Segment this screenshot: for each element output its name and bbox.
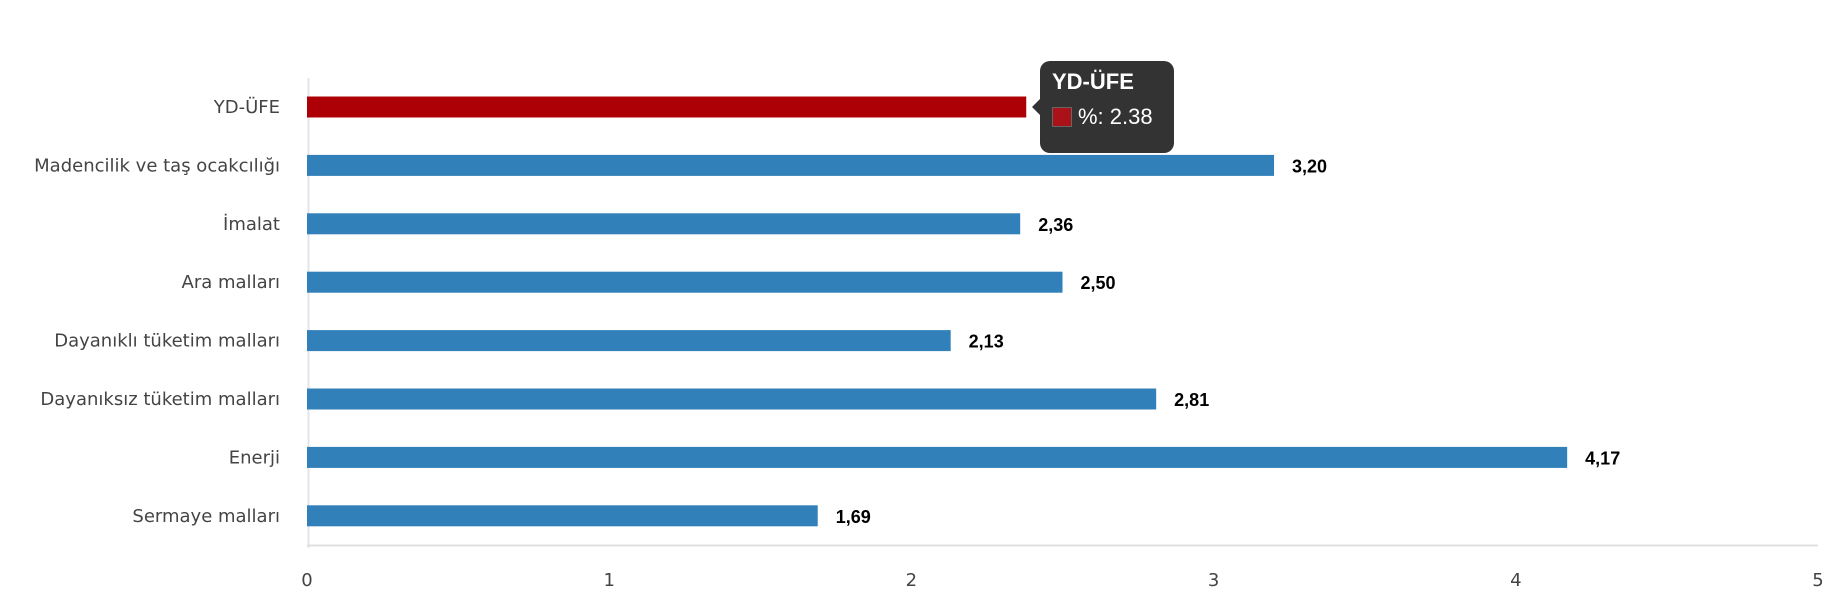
data-label: 3,20 xyxy=(1292,156,1327,176)
x-tick-label: 3 xyxy=(1208,570,1219,591)
bar[interactable] xyxy=(307,96,1027,118)
x-tick-label: 1 xyxy=(603,570,614,591)
category-label: YD-ÜFE xyxy=(213,96,280,118)
tooltip-value: %: 2.38 xyxy=(1078,104,1153,129)
category-label: Madencilik ve taş ocakcılığı xyxy=(34,155,280,176)
category-label: Ara malları xyxy=(182,272,280,293)
category-label: Sermaye malları xyxy=(132,506,280,527)
category-label: Enerji xyxy=(229,447,280,468)
x-tick-label: 2 xyxy=(906,570,917,591)
data-label: 2,13 xyxy=(969,332,1004,352)
data-label: 2,81 xyxy=(1174,390,1209,410)
tooltip-title: YD-ÜFE xyxy=(1052,69,1134,94)
data-label: 4,17 xyxy=(1585,448,1620,468)
data-label: 2,36 xyxy=(1038,215,1073,235)
bar[interactable] xyxy=(307,213,1021,235)
tooltip: YD-ÜFE %: 2.38 xyxy=(1032,61,1174,153)
bar[interactable] xyxy=(307,388,1157,410)
bar[interactable] xyxy=(307,505,818,527)
tooltip-row: %: 2.38 xyxy=(1052,103,1162,131)
tooltip-arrow xyxy=(1032,99,1040,115)
category-label: Dayanıklı tüketim malları xyxy=(54,331,280,352)
data-label: 2,50 xyxy=(1081,273,1116,293)
category-label: Dayanıksız tüketim malları xyxy=(40,389,280,410)
x-tick-label: 4 xyxy=(1510,570,1521,591)
bar[interactable] xyxy=(307,330,951,352)
tooltip-swatch xyxy=(1052,107,1072,127)
category-label: İmalat xyxy=(223,214,280,235)
bar[interactable] xyxy=(307,271,1063,293)
x-tick-label: 5 xyxy=(1812,570,1823,591)
bar[interactable] xyxy=(307,154,1275,176)
bar[interactable] xyxy=(307,446,1568,468)
x-tick-label: 0 xyxy=(301,570,312,591)
data-label: 1,69 xyxy=(836,507,871,527)
